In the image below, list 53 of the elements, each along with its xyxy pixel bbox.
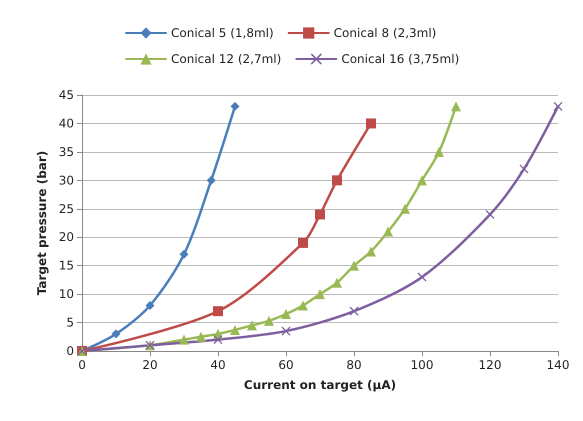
point <box>206 176 216 185</box>
x-tick-label: 140 <box>546 358 570 372</box>
y-axis-title: Target pressure (bar) <box>34 150 49 296</box>
point <box>332 175 342 186</box>
y-tick-label: 45 <box>58 88 74 102</box>
legend-label: Conical 5 (1,8ml) <box>171 26 274 40</box>
legend-label: Conical 8 (2,3ml) <box>334 26 436 40</box>
point <box>366 246 376 256</box>
point <box>434 146 444 157</box>
point <box>146 300 154 310</box>
y-tick-label: 25 <box>58 202 74 216</box>
x-tick-label: 0 <box>78 358 86 372</box>
legend-label: Conical 12 (2,7ml) <box>171 52 282 66</box>
y-tick-label: 30 <box>58 173 74 188</box>
point <box>451 101 461 112</box>
point <box>417 175 427 186</box>
point <box>383 226 393 237</box>
point <box>315 209 325 220</box>
x-tick-label: 100 <box>410 358 434 372</box>
x-tick-label: 20 <box>142 358 158 372</box>
x-tick-label: 60 <box>278 358 294 372</box>
point <box>179 334 189 345</box>
x-tick-label: 80 <box>346 358 362 372</box>
point <box>315 289 325 300</box>
y-tick-label: 0 <box>66 344 74 358</box>
point <box>196 332 206 342</box>
point <box>213 306 223 316</box>
point <box>298 300 308 310</box>
legend-label: Conical 16 (3,75ml) <box>341 52 460 66</box>
y-tick-label: 40 <box>58 116 74 130</box>
point <box>230 102 240 111</box>
x-tick-label: 120 <box>478 358 502 372</box>
point <box>554 102 562 111</box>
point <box>332 278 342 288</box>
y-tick-label: 10 <box>58 287 74 302</box>
point <box>366 118 376 128</box>
y-tick-label: 35 <box>58 144 74 159</box>
point <box>214 335 222 344</box>
point <box>247 320 257 330</box>
x-tick-label: 40 <box>210 358 226 372</box>
point <box>298 238 308 248</box>
point <box>281 309 291 320</box>
point <box>180 250 188 259</box>
point <box>400 204 410 214</box>
point <box>230 324 240 335</box>
point <box>349 260 359 271</box>
point <box>350 306 358 316</box>
y-tick-label: 15 <box>58 258 74 273</box>
x-axis-title: Current on target (µA) <box>244 378 396 392</box>
point <box>112 329 120 338</box>
y-tick-label: 20 <box>58 230 74 244</box>
point <box>264 316 274 326</box>
y-tick-label: 5 <box>66 316 74 330</box>
